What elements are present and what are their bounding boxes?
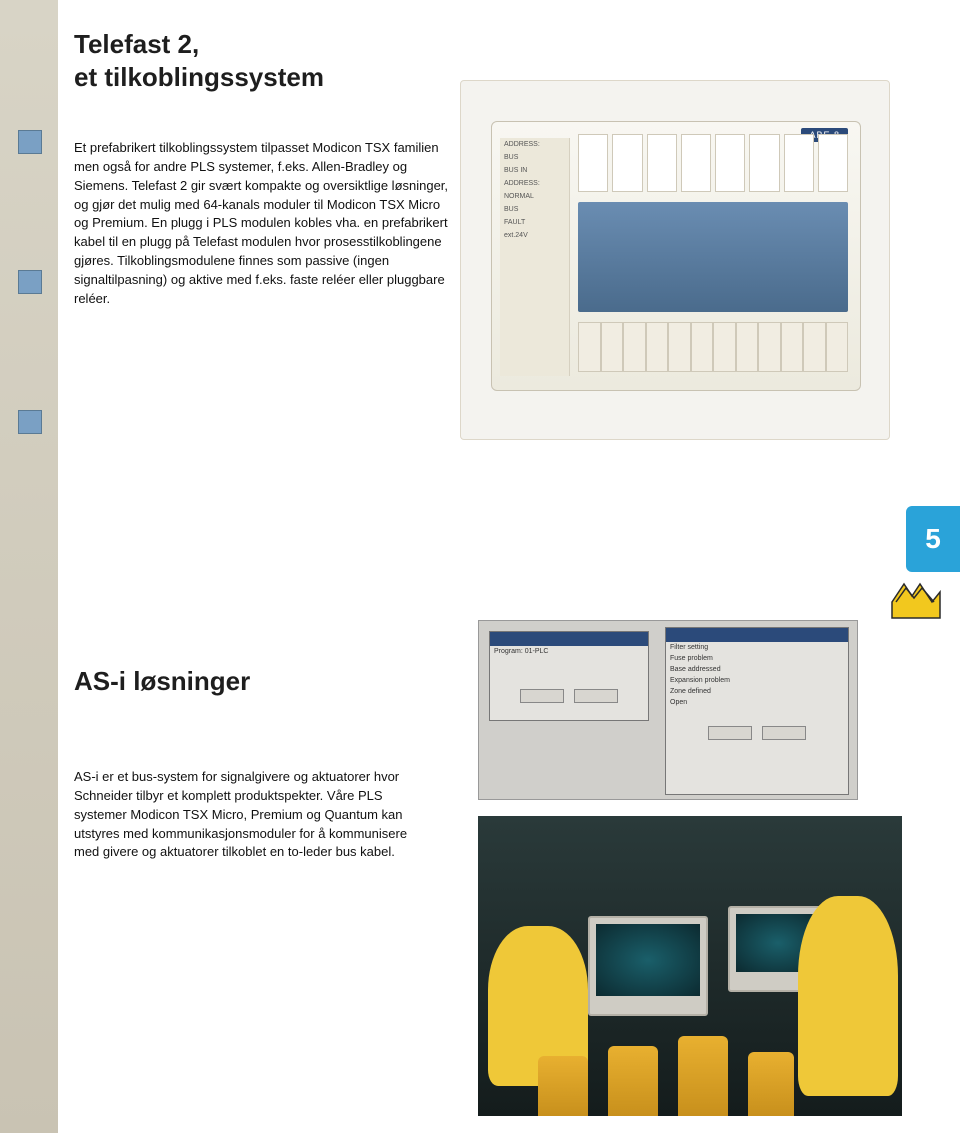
side-label: BUS (500, 151, 569, 164)
left-image-strip (0, 0, 58, 1133)
title-line1: Telefast 2, (74, 29, 199, 59)
side-label: BUS (500, 203, 569, 216)
control-room-photo (478, 816, 902, 1116)
dialog-label: Zone defined (666, 686, 848, 697)
person-figure (798, 896, 898, 1096)
silo-shape (608, 1046, 658, 1116)
asi-logo-icon (890, 580, 942, 620)
device-illustration: ABE 8 ADDRESS: BUS BUS IN ADDRESS: NORMA… (460, 80, 890, 440)
section1-paragraph: Et prefabrikert tilkoblingssystem tilpas… (74, 139, 454, 309)
title-line2: et tilkoblingssystem (74, 62, 324, 92)
dialog-button (708, 726, 752, 740)
dialog-label: Expansion problem (666, 675, 848, 686)
dialog-button (762, 726, 806, 740)
silo-shape (538, 1056, 588, 1116)
dialog-screenshot: Program: 01-PLC Filter setting Fuse prob… (478, 620, 858, 800)
side-label: ADDRESS: (500, 138, 569, 151)
dialog-window-1: Program: 01-PLC (489, 631, 649, 721)
monitor-icon (588, 916, 708, 1016)
side-label: ext.24V (500, 229, 569, 242)
device-blue-panel (578, 202, 848, 312)
page-number-badge: 5 (906, 506, 960, 572)
section1: Telefast 2, et tilkoblingssystem Et pref… (74, 28, 454, 309)
dialog-label: Base addressed (666, 664, 848, 675)
silo-shape (748, 1052, 794, 1116)
section1-title: Telefast 2, et tilkoblingssystem (74, 28, 454, 93)
device-body: ABE 8 ADDRESS: BUS BUS IN ADDRESS: NORMA… (491, 121, 861, 391)
dialog-window-2: Filter setting Fuse problem Base address… (665, 627, 849, 795)
side-label: NORMAL (500, 190, 569, 203)
section2-title: AS-i løsninger (74, 666, 250, 697)
side-label: FAULT (500, 216, 569, 229)
dialog-label: Open (666, 697, 848, 708)
dialog-label: Filter setting (666, 642, 848, 653)
dialog-button (520, 689, 564, 703)
silo-shape (678, 1036, 728, 1116)
device-terminals (578, 322, 848, 372)
device-side-labels: ADDRESS: BUS BUS IN ADDRESS: NORMAL BUS … (500, 138, 570, 376)
side-label: BUS IN (500, 164, 569, 177)
side-label: ADDRESS: (500, 177, 569, 190)
dialog-button (574, 689, 618, 703)
dialog-label: Program: 01-PLC (490, 646, 648, 657)
section2-paragraph: AS-i er et bus-system for signalgivere o… (74, 768, 434, 862)
device-top-slots (578, 134, 848, 192)
dialog-label: Fuse problem (666, 653, 848, 664)
